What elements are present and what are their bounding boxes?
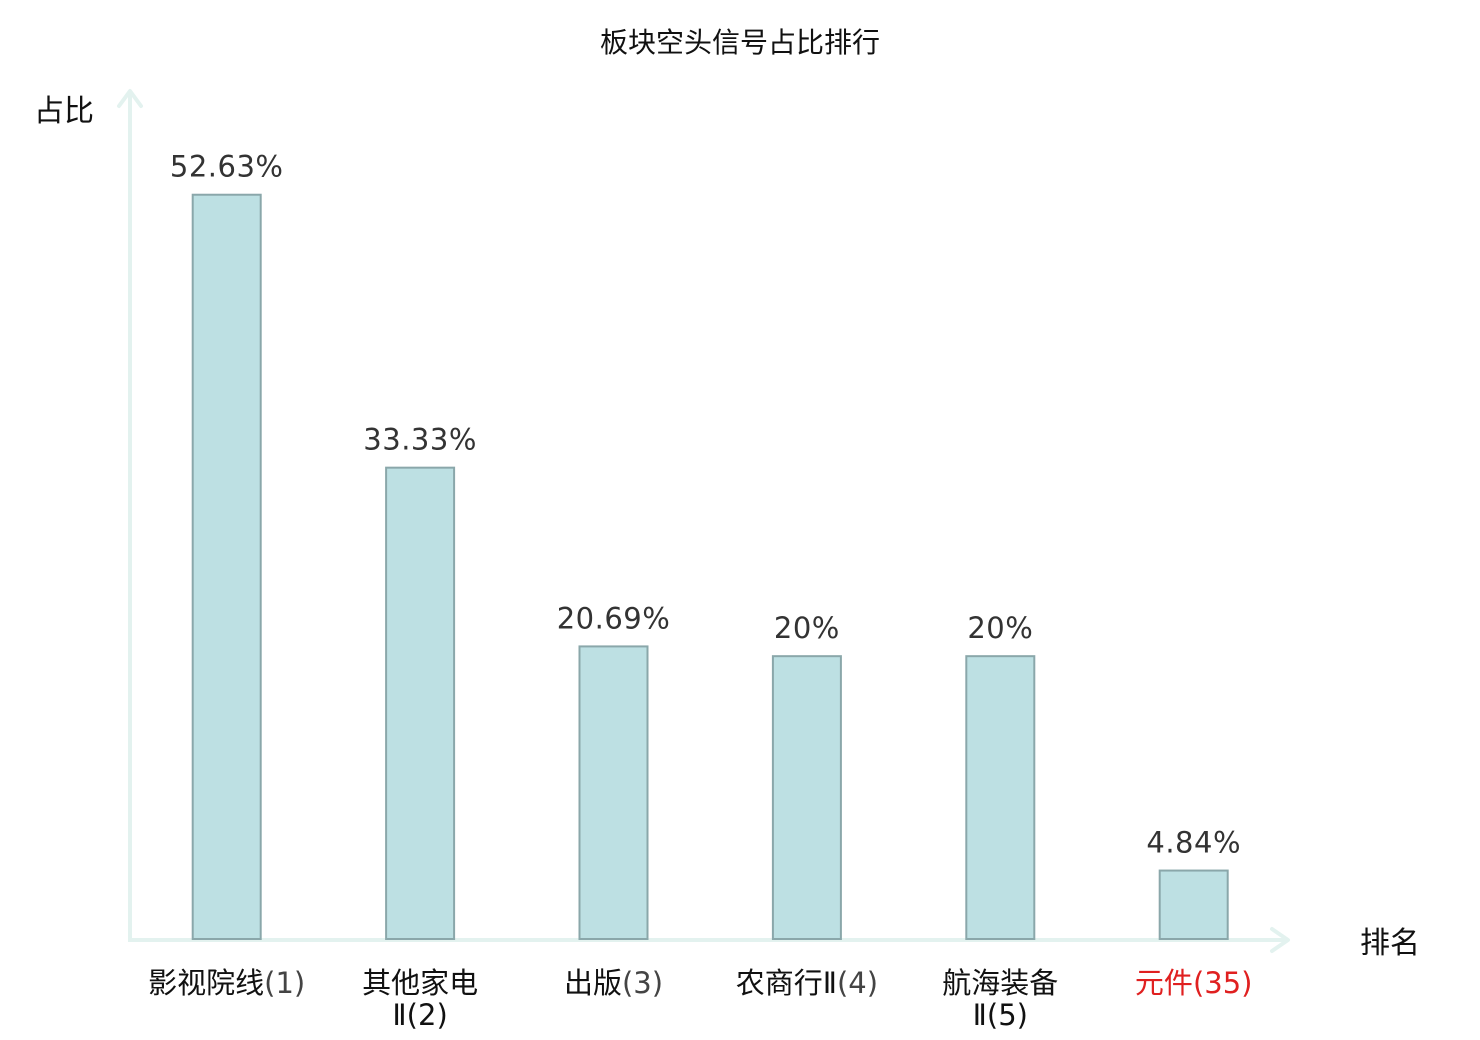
category-label: 航海装备 [942,966,1058,1000]
category-rank: (1) [264,966,305,1000]
value-labels-group: 52.63% 33.33% 20.69% 20% 20% 4.84% [170,150,1241,860]
x-axis-arrow [1270,927,1290,953]
category-name: 其他家电 [362,966,478,1000]
category-label: 农商行Ⅱ(4) [736,966,878,1000]
bar [385,466,456,940]
x-axis-title: 排名 [1360,926,1420,961]
category-name: 出版 [564,966,622,1000]
category-label: 影视院线(1) [148,966,305,1000]
category-rank: (3) [622,966,663,1000]
category-name: 元件 [1135,966,1193,1000]
category-name: 航海装备 [942,966,1058,1000]
bar [771,655,842,940]
category-rank: (35) [1193,966,1253,1000]
y-axis [117,89,143,940]
bar [965,655,1036,940]
category-label-line2: Ⅱ(5) [973,998,1028,1032]
y-axis-arrow [117,89,143,108]
bar [578,645,649,941]
category-label: 其他家电 [362,966,478,1000]
category-label: 出版(3) [564,966,663,1000]
bars-group [191,193,1229,941]
category-rank: (4) [837,966,878,1000]
bar [1158,869,1229,940]
value-label: 20% [967,611,1033,645]
x-axis [128,927,1290,953]
value-label: 4.84% [1146,826,1241,860]
bar [191,193,262,940]
chart-title: 板块空头信号占比排行 [600,26,880,59]
value-label: 20% [774,611,840,645]
category-name: 影视院线 [148,966,264,1000]
category-label: 元件(35) [1135,966,1253,1000]
category-name: 农商行Ⅱ [736,966,837,1000]
value-label: 33.33% [363,423,477,457]
y-axis-title: 占比 [34,94,94,129]
category-label-line2: Ⅱ(2) [392,998,447,1032]
value-label: 20.69% [557,601,671,635]
value-label: 52.63% [170,150,284,184]
